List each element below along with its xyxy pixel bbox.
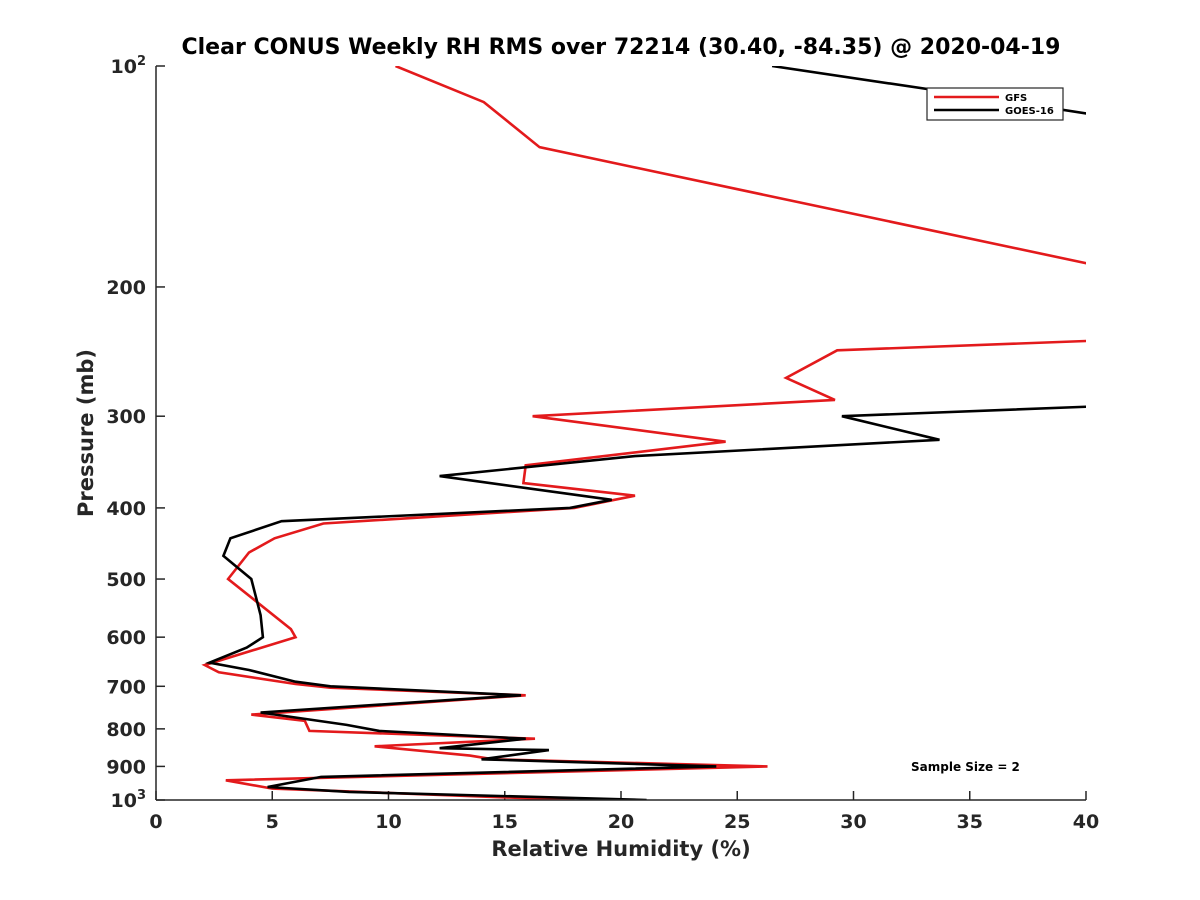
x-axis-ticks: 0 5 10 15 20 25 30 35 40 (149, 791, 1099, 833)
x-tick-label: 20 (608, 811, 634, 833)
legend-box (926, 87, 1064, 121)
x-tick-label: 10 (375, 811, 401, 833)
legend-label-gfs: GFS (1005, 93, 1027, 104)
y-tick-label: 900 (106, 756, 146, 778)
y-tick-label: 103 (111, 788, 147, 812)
legend-label-goes-16: GOES-16 (1005, 106, 1054, 117)
y-tick-label: 700 (106, 676, 146, 698)
y-tick-label: 600 (106, 627, 146, 649)
x-tick-label: 5 (266, 811, 279, 833)
y-tick-label: 800 (106, 719, 146, 741)
series-line-gfs (201, 66, 1086, 800)
x-tick-label: 25 (724, 811, 750, 833)
y-tick-label: 200 (106, 277, 146, 299)
sample-size-annotation: Sample Size = 2 (911, 760, 1020, 774)
x-tick-label: 15 (492, 811, 518, 833)
y-axis-ticks: 102 200 300 400 500 600 700 800 900 103 (106, 54, 165, 812)
y-axis-label: Pressure (mb) (74, 349, 98, 517)
y-tick-label: 400 (106, 498, 146, 520)
y-tick-label: 102 (111, 54, 147, 78)
legend: GFS GOES-16 (926, 87, 1064, 121)
x-axis-label: Relative Humidity (%) (491, 837, 750, 861)
series-layer (201, 66, 1086, 800)
y-tick-label: 500 (106, 569, 146, 591)
x-tick-label: 0 (149, 811, 162, 833)
x-tick-label: 30 (840, 811, 866, 833)
chart-title: Clear CONUS Weekly RH RMS over 72214 (30… (182, 35, 1061, 60)
x-tick-label: 40 (1073, 811, 1099, 833)
x-tick-label: 35 (957, 811, 983, 833)
y-tick-label: 300 (106, 406, 146, 428)
series-line-goes-16 (204, 66, 1086, 800)
